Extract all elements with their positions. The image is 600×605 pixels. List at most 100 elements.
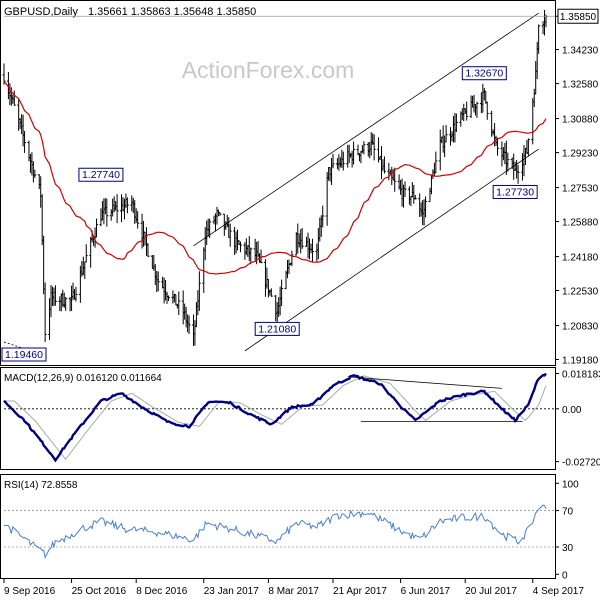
rsi-label: RSI(14) 72.8558 bbox=[4, 480, 78, 491]
price-annotation-box bbox=[1, 347, 47, 362]
price-bar bbox=[12, 90, 16, 106]
price-bar bbox=[537, 24, 541, 54]
price-bar bbox=[33, 169, 37, 178]
price-bar bbox=[475, 101, 479, 118]
price-bar bbox=[496, 137, 500, 156]
price-annotation-box bbox=[461, 66, 507, 81]
rsi-series bbox=[3, 504, 555, 560]
price-series bbox=[2, 9, 548, 346]
price-bar bbox=[125, 197, 129, 214]
price-bar bbox=[506, 152, 510, 172]
price-bar bbox=[187, 315, 191, 335]
chart-header: GBPUSD,Daily 1.35661 1.35863 1.35648 1.3… bbox=[4, 6, 256, 18]
price-tick-label: 1.29230 bbox=[562, 149, 599, 160]
price-annotations: 1.27740 1.32670 1.27730 1.21080 1.19460 bbox=[1, 12, 555, 362]
price-tick-label: 1.19180 bbox=[562, 356, 599, 367]
macd-tick-label: 0.00 bbox=[562, 405, 582, 416]
price-bar bbox=[465, 101, 469, 121]
price-bar bbox=[156, 271, 160, 292]
price-bar bbox=[105, 198, 109, 227]
channel-line bbox=[244, 148, 539, 352]
watermark: ActionForex.com bbox=[182, 57, 355, 83]
rsi-line bbox=[3, 504, 547, 560]
price-bar bbox=[64, 296, 68, 311]
price-annotation-box bbox=[78, 167, 124, 182]
price-annotation-label: 1.27740 bbox=[82, 169, 120, 181]
macd-tick-label: 0.018183 bbox=[562, 369, 600, 380]
price-bar bbox=[146, 243, 150, 258]
price-bar bbox=[177, 291, 181, 315]
price-annotation: 1.27730 bbox=[492, 184, 538, 199]
price-annotation-box bbox=[492, 184, 538, 199]
price-bar bbox=[23, 131, 27, 153]
channel-line bbox=[193, 12, 539, 247]
time-tick-label: 21 Apr 2017 bbox=[333, 586, 387, 597]
price-bar bbox=[382, 156, 386, 174]
price-axis: 1.35850 1.34230 1.32580 1.30880 1.29230 1.275… bbox=[555, 8, 599, 367]
price-annotation-label: 1.32670 bbox=[465, 68, 503, 80]
price-bar bbox=[300, 228, 304, 249]
price-annotation: 1.32670 bbox=[461, 66, 507, 81]
price-bar bbox=[331, 153, 335, 169]
price-bar bbox=[516, 164, 520, 184]
rsi-axis: 100 70 30 0 bbox=[555, 479, 579, 581]
price-tick-label: 1.32580 bbox=[562, 80, 599, 91]
price-bar bbox=[53, 285, 57, 306]
price-bar bbox=[74, 286, 78, 302]
time-tick-label: 6 Jun 2017 bbox=[401, 586, 451, 597]
time-tick-label: 20 Jul 2017 bbox=[465, 586, 517, 597]
price-bar bbox=[403, 181, 407, 197]
price-bar bbox=[310, 238, 314, 263]
support-dashed-line bbox=[3, 341, 35, 353]
price-annotation-label: 1.19460 bbox=[5, 349, 43, 361]
price-bar bbox=[362, 141, 366, 155]
price-bar bbox=[269, 288, 273, 297]
price-bar bbox=[372, 134, 376, 161]
price-tick-label: 1.34230 bbox=[562, 46, 599, 57]
price-bar bbox=[84, 244, 88, 263]
moving-average-line bbox=[3, 80, 547, 275]
price-tick-label: 1.22530 bbox=[562, 287, 599, 298]
rsi-tick-label: 30 bbox=[562, 543, 574, 554]
price-bar bbox=[438, 129, 442, 171]
symbol-timeframe: GBPUSD,Daily bbox=[4, 6, 78, 18]
price-bar bbox=[424, 196, 428, 218]
price-bar bbox=[218, 212, 222, 216]
macd-tick-label: -0.027208 bbox=[562, 458, 600, 469]
price-bar bbox=[167, 295, 171, 302]
price-bar bbox=[434, 151, 438, 174]
price-bar bbox=[526, 138, 530, 157]
last-price-label: 1.35850 bbox=[560, 12, 597, 23]
time-tick-label: 8 Dec 2016 bbox=[136, 586, 188, 597]
macd-label: MACD(12,26,9) 0.016120 0.011664 bbox=[4, 373, 162, 384]
price-annotation: 1.21080 bbox=[254, 321, 300, 336]
macd-panel-frame bbox=[0, 367, 556, 470]
price-annotation: 1.27740 bbox=[78, 167, 124, 182]
price-annotation: 1.19460 bbox=[1, 347, 47, 362]
price-bar bbox=[238, 241, 242, 253]
price-tick-label: 1.30880 bbox=[562, 115, 599, 126]
macd-trendline bbox=[347, 376, 502, 389]
price-bar bbox=[485, 101, 489, 120]
last-price-box bbox=[557, 8, 599, 24]
price-tick-label: 1.25880 bbox=[562, 218, 599, 229]
price-bar bbox=[228, 223, 232, 247]
rsi-panel-frame bbox=[0, 474, 556, 579]
price-annotation-label: 1.27730 bbox=[496, 186, 534, 198]
rsi-tick-label: 0 bbox=[562, 570, 568, 581]
price-annotation-label: 1.21080 bbox=[258, 323, 296, 335]
price-bar bbox=[444, 124, 448, 143]
price-bar bbox=[115, 194, 119, 224]
price-tick-label: 1.27530 bbox=[562, 184, 599, 195]
price-bar bbox=[454, 113, 458, 133]
price-bar bbox=[290, 250, 294, 267]
macd-axis: 0.018183 0.00 -0.027208 bbox=[555, 369, 600, 469]
price-bar bbox=[136, 211, 140, 229]
price-bar bbox=[352, 141, 356, 165]
macd-series bbox=[3, 372, 555, 463]
time-axis: 9 Sep 2016 25 Oct 2016 8 Dec 2016 23 Jan 20… bbox=[3, 579, 584, 597]
price-bar bbox=[95, 218, 99, 238]
time-tick-label: 9 Sep 2016 bbox=[4, 586, 56, 597]
